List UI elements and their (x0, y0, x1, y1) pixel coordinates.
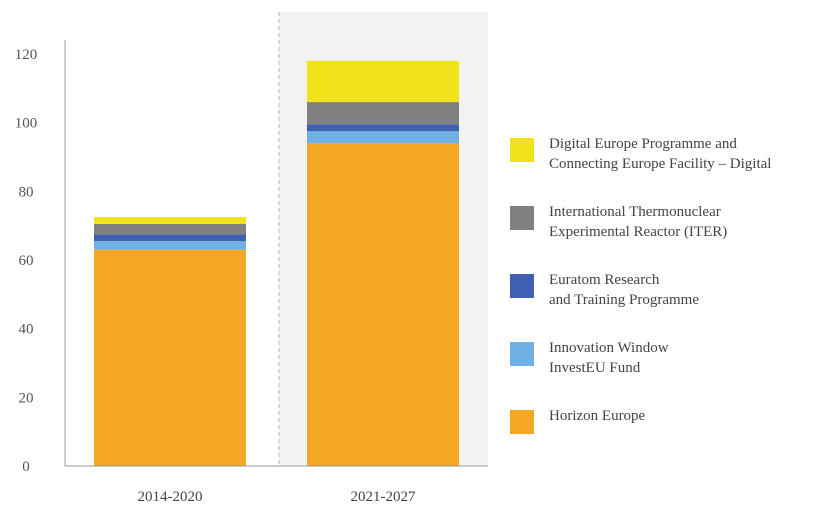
legend-label: Euratom Research and Training Programme (549, 270, 699, 310)
legend-swatch (510, 206, 534, 230)
legend-label: Innovation Window InvestEU Fund (549, 338, 669, 378)
legend-label-line: Experimental Reactor (ITER) (549, 224, 728, 240)
bar-segment (94, 234, 246, 242)
legend-label-line: InvestEU Fund (549, 360, 641, 376)
y-tick-label: 100 (15, 116, 38, 132)
legend-item: Innovation Window InvestEU Fund (510, 338, 810, 406)
bar-segment (307, 102, 459, 125)
legend-label-line: Horizon Europe (549, 408, 646, 424)
legend-item: International Thermonuclear Experimental … (510, 202, 810, 270)
bar-segment (307, 143, 459, 466)
y-tick-label: 120 (15, 47, 38, 63)
bar-segment (307, 124, 459, 132)
y-tick-label: 0 (22, 459, 30, 475)
legend-label-line: International Thermonuclear (549, 204, 721, 220)
y-tick-label: 20 (19, 390, 34, 406)
legend-label: Digital Europe Programme and Connecting E… (549, 134, 771, 174)
legend-swatch (510, 138, 534, 162)
legend-item: Horizon Europe (510, 406, 810, 474)
x-category-label: 2014-2020 (138, 489, 203, 505)
legend-swatch (510, 342, 534, 366)
bar-segment (94, 217, 246, 224)
bar-segment (307, 60, 459, 103)
y-tick-label: 80 (19, 184, 34, 200)
legend-label-line: Innovation Window (549, 340, 669, 356)
y-tick-label: 60 (19, 253, 34, 269)
bar-segment (307, 131, 459, 144)
legend-label: Horizon Europe (549, 406, 645, 426)
legend-label-line: Euratom Research (549, 272, 660, 288)
legend-label-line: and Training Programme (549, 292, 699, 308)
legend-item: Euratom Research and Training Programme (510, 270, 810, 338)
chart-legend: Digital Europe Programme and Connecting E… (510, 134, 810, 474)
x-category-label: 2021-2027 (351, 489, 416, 505)
bar-segment (94, 223, 246, 235)
y-tick-label: 40 (19, 322, 34, 338)
legend-swatch (510, 274, 534, 298)
bar-segment (94, 249, 246, 466)
legend-item: Digital Europe Programme and Connecting E… (510, 134, 810, 202)
legend-label-line: Connecting Europe Facility – Digital (549, 156, 772, 172)
bar-segment (94, 241, 246, 250)
legend-swatch (510, 410, 534, 434)
legend-label-line: Digital Europe Programme and (549, 136, 737, 152)
legend-label: International Thermonuclear Experimental … (549, 202, 727, 242)
